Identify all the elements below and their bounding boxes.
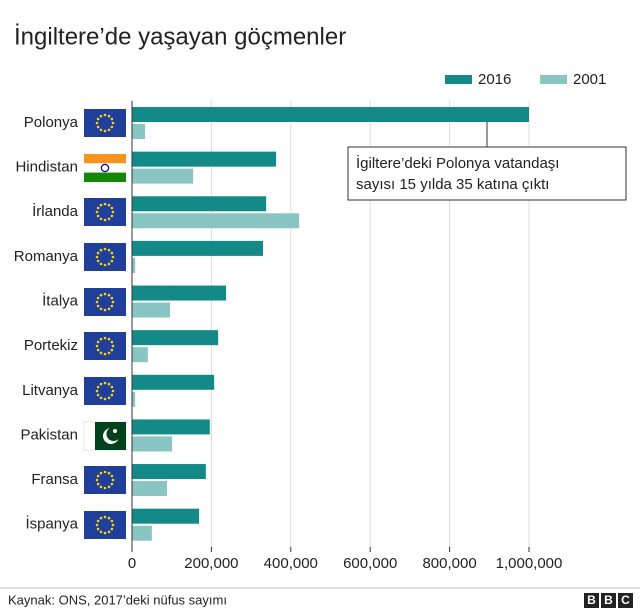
x-tick-label: 0 (128, 555, 136, 572)
y-tick-label: Romanya (14, 248, 79, 265)
y-tick-label: İspanya (25, 515, 78, 533)
x-tick-label: 800,000 (422, 555, 476, 572)
bar (132, 257, 136, 273)
bar (132, 330, 219, 346)
annotation-text: sayısı 15 yılda 35 katına çıktı (356, 176, 549, 193)
bar (132, 508, 200, 524)
bar (132, 168, 194, 184)
bar (132, 240, 264, 256)
bar (132, 374, 215, 390)
logo-box (601, 593, 616, 608)
bar (132, 196, 267, 212)
logo-letter: C (621, 593, 630, 607)
flag (84, 332, 126, 360)
annotation-text: İgiltere’deki Polonya vatandaşı (356, 154, 559, 172)
x-tick-label: 1,000,000 (496, 555, 563, 572)
x-tick-label: 400,000 (264, 555, 318, 572)
y-tick-label: Pakistan (20, 426, 78, 443)
y-tick-label: İtalya (42, 292, 79, 310)
bar (132, 107, 529, 123)
legend-label: 2001 (573, 71, 606, 88)
flag (84, 109, 126, 137)
flag (83, 421, 127, 451)
bar (132, 391, 136, 407)
legend-swatch (540, 75, 567, 84)
bar (132, 124, 146, 140)
bar (132, 213, 300, 229)
bar (132, 419, 210, 435)
flag (84, 511, 126, 539)
y-tick-label: Portekiz (24, 337, 78, 354)
logo-box (618, 593, 633, 608)
flag (84, 243, 126, 271)
x-tick-label: 200,000 (184, 555, 238, 572)
y-tick-label: İrlanda (32, 202, 79, 220)
bar (132, 285, 227, 301)
x-tick-label: 600,000 (343, 555, 397, 572)
legend-swatch (445, 75, 472, 84)
y-tick-label: Fransa (31, 471, 78, 488)
bar (132, 436, 173, 452)
flag (84, 288, 126, 316)
flag (83, 153, 127, 183)
flag (84, 466, 126, 494)
flag (84, 377, 126, 405)
bar (132, 151, 277, 167)
legend-label: 2016 (478, 71, 511, 88)
y-tick-label: Polonya (24, 114, 79, 131)
y-tick-label: Hindistan (15, 159, 78, 176)
bar (132, 481, 167, 497)
bar (132, 464, 206, 480)
logo-box (584, 593, 599, 608)
flag (84, 198, 126, 226)
bar (132, 525, 152, 541)
y-tick-label: Litvanya (22, 382, 79, 399)
chart-title: İngiltere’de yaşayan göçmenler (14, 23, 346, 50)
annotation-box (347, 146, 627, 201)
logo-letter: B (587, 593, 596, 607)
logo-letter: B (604, 593, 613, 607)
source: Kaynak: ONS, 2017’deki nüfus sayımı (8, 592, 227, 607)
bar (132, 347, 148, 363)
bar (132, 302, 171, 318)
